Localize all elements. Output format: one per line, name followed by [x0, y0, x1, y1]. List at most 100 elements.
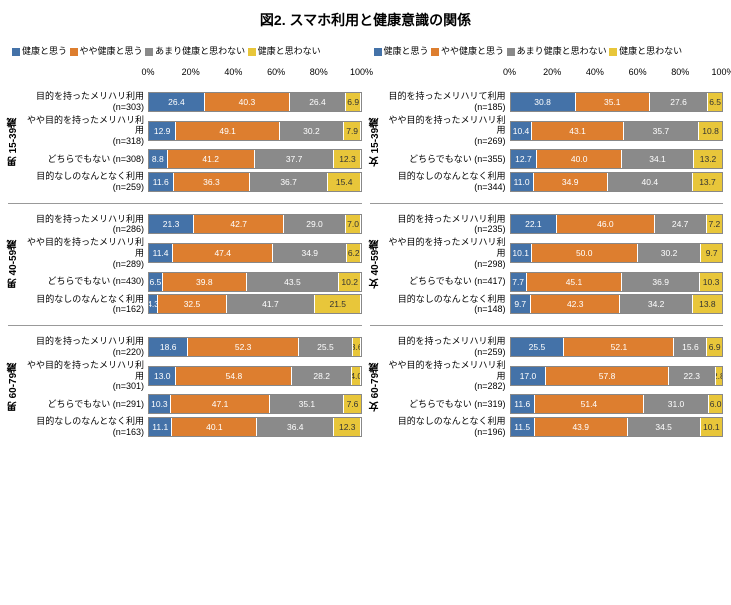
bar-segment: 9.7	[511, 295, 532, 313]
bar-segment: 2.8	[716, 367, 722, 385]
bar-segment: 8.8	[149, 150, 168, 168]
bar-segment: 52.1	[564, 338, 674, 356]
stacked-bar: 18.652.325.53.6	[148, 337, 362, 357]
bar-segment: 29.0	[284, 215, 345, 233]
axis-tick: 60%	[629, 67, 647, 77]
bar-segment: 34.2	[620, 295, 692, 313]
legend: 健康と思う やや健康と思う あまり健康と思わない 健康と思わない	[8, 40, 362, 61]
legend-swatch	[431, 48, 439, 56]
axis-tick: 40%	[224, 67, 242, 77]
age-label: 男 15-39歳	[6, 118, 21, 166]
axis-tick: 80%	[671, 67, 689, 77]
stacked-bar: 10.443.135.710.8	[510, 121, 724, 141]
chart-title: 図2. スマホ利用と健康意識の関係	[0, 0, 731, 40]
bar-row: やや目的を持ったメリハリ利用(n=269)10.443.135.710.8	[370, 115, 724, 147]
legend-item: やや健康と思う	[70, 46, 143, 56]
bar-segment: 13.7	[693, 173, 722, 191]
bar-segment: 6.0	[709, 395, 722, 413]
bar-segment: 49.1	[176, 122, 280, 140]
row-label: 目的なしのなんとなく利用(n=148)	[382, 294, 510, 316]
bar-segment: 7.2	[707, 215, 722, 233]
row-label: 目的なしのなんとなく利用(n=162)	[20, 294, 148, 316]
age-label: 女 40-59歳	[368, 240, 383, 288]
age-group: 男 60-79歳目的を持ったメリハリ利用(n=220)18.652.325.53…	[8, 325, 362, 448]
legend-item: やや健康と思う	[431, 46, 504, 56]
bar-segment: 35.7	[624, 122, 700, 140]
legend-label: 健康と思う	[384, 46, 429, 56]
bar-segment: 11.1	[149, 418, 172, 436]
bar-segment: 6.5	[708, 93, 722, 111]
stacked-bar: 13.054.828.24.0	[148, 366, 362, 386]
stacked-bar: 11.651.431.06.0	[510, 394, 724, 414]
bar-row: どちらでもない (n=430)6.539.843.510.2	[8, 272, 362, 292]
row-label: 目的を持ったメリハリ利用(n=286)	[20, 214, 148, 236]
row-label: やや目的を持ったメリハリ利用(n=298)	[382, 237, 510, 269]
bar-segment: 35.1	[270, 395, 344, 413]
bar-segment: 27.6	[650, 93, 708, 111]
stacked-bar: 22.146.024.77.2	[510, 214, 724, 234]
bar-row: やや目的を持ったメリハリ利用(n=282)17.057.822.32.8	[370, 360, 724, 392]
bar-segment: 7.7	[511, 273, 527, 291]
stacked-bar: 10.150.030.29.7	[510, 243, 724, 263]
bar-segment: 17.0	[511, 367, 547, 385]
bar-row: やや目的を持ったメリハリ利用(n=318)12.949.130.27.9	[8, 115, 362, 147]
row-label: 目的を持ったメリハリて利用(n=185)	[382, 91, 510, 113]
bar-segment: 26.4	[149, 93, 205, 111]
bar-segment: 11.5	[511, 418, 535, 436]
bar-segment: 21.5	[315, 295, 360, 313]
legend-swatch	[609, 48, 617, 56]
bar-segment: 13.0	[149, 367, 176, 385]
row-label: どちらでもない (n=319)	[382, 399, 510, 410]
age-group: 男 15-39歳目的を持ったメリハリ利用(n=303)26.440.326.46…	[8, 81, 362, 203]
bar-segment: 34.9	[273, 244, 347, 262]
bar-segment: 43.1	[532, 122, 623, 140]
bar-segment: 36.7	[250, 173, 328, 191]
age-label: 男 40-59歳	[6, 240, 21, 288]
axis-tick: 20%	[182, 67, 200, 77]
bar-segment: 10.8	[699, 122, 722, 140]
bar-segment: 26.4	[290, 93, 346, 111]
bar-segment: 45.1	[527, 273, 622, 291]
bar-segment: 10.1	[511, 244, 532, 262]
row-label: やや目的を持ったメリハリ利用(n=318)	[20, 115, 148, 147]
legend-item: 健康と思わない	[248, 46, 321, 56]
stacked-bar: 7.745.136.910.3	[510, 272, 724, 292]
bar-segment: 52.3	[188, 338, 299, 356]
bar-segment: 54.8	[176, 367, 292, 385]
legend-item: 健康と思う	[12, 46, 67, 56]
bar-segment: 6.9	[346, 93, 361, 111]
stacked-bar: 9.742.334.213.8	[510, 294, 724, 314]
legend-item: あまり健康と思わない	[507, 46, 607, 56]
bar-segment: 15.6	[674, 338, 707, 356]
bar-segment: 24.7	[655, 215, 707, 233]
row-label: やや目的を持ったメリハリ利用(n=282)	[382, 360, 510, 392]
stacked-bar: 11.447.434.96.2	[148, 243, 362, 263]
chart-panel-1: 健康と思う やや健康と思う あまり健康と思わない 健康と思わない0%20%40%…	[370, 40, 724, 448]
bar-segment: 12.9	[149, 122, 176, 140]
row-label: どちらでもない (n=417)	[382, 276, 510, 287]
x-axis: 0%20%40%60%80%100%	[148, 67, 362, 81]
bar-segment: 22.3	[669, 367, 716, 385]
bar-segment: 7.9	[344, 122, 361, 140]
row-label: 目的を持ったメリハリ利用(n=259)	[382, 336, 510, 358]
axis-tick: 80%	[310, 67, 328, 77]
groups: 女 15-39歳目的を持ったメリハリて利用(n=185)30.835.127.6…	[370, 81, 724, 448]
age-label: 女 15-39歳	[368, 118, 383, 166]
bar-row: やや目的を持ったメリハリ利用(n=289)11.447.434.96.2	[8, 237, 362, 269]
row-label: どちらでもない (n=355)	[382, 154, 510, 165]
bar-row: 目的を持ったメリハリ利用(n=259)25.552.115.66.9	[370, 336, 724, 358]
bar-segment: 34.1	[622, 150, 694, 168]
bar-segment: 4.0	[352, 367, 360, 385]
bar-segment: 34.5	[628, 418, 701, 436]
bar-segment: 30.2	[638, 244, 702, 262]
bar-segment: 35.1	[576, 93, 650, 111]
bar-segment: 10.4	[511, 122, 533, 140]
bar-row: どちらでもない (n=319)11.651.431.06.0	[370, 394, 724, 414]
bar-segment: 3.6	[353, 338, 361, 356]
bar-row: どちらでもない (n=417)7.745.136.910.3	[370, 272, 724, 292]
stacked-bar: 11.543.934.510.1	[510, 417, 724, 437]
legend-item: 健康と思わない	[609, 46, 682, 56]
charts-container: 健康と思う やや健康と思う あまり健康と思わない 健康と思わない0%20%40%…	[0, 40, 731, 448]
bar-segment: 13.8	[693, 295, 722, 313]
stacked-bar: 11.034.940.413.7	[510, 172, 724, 192]
